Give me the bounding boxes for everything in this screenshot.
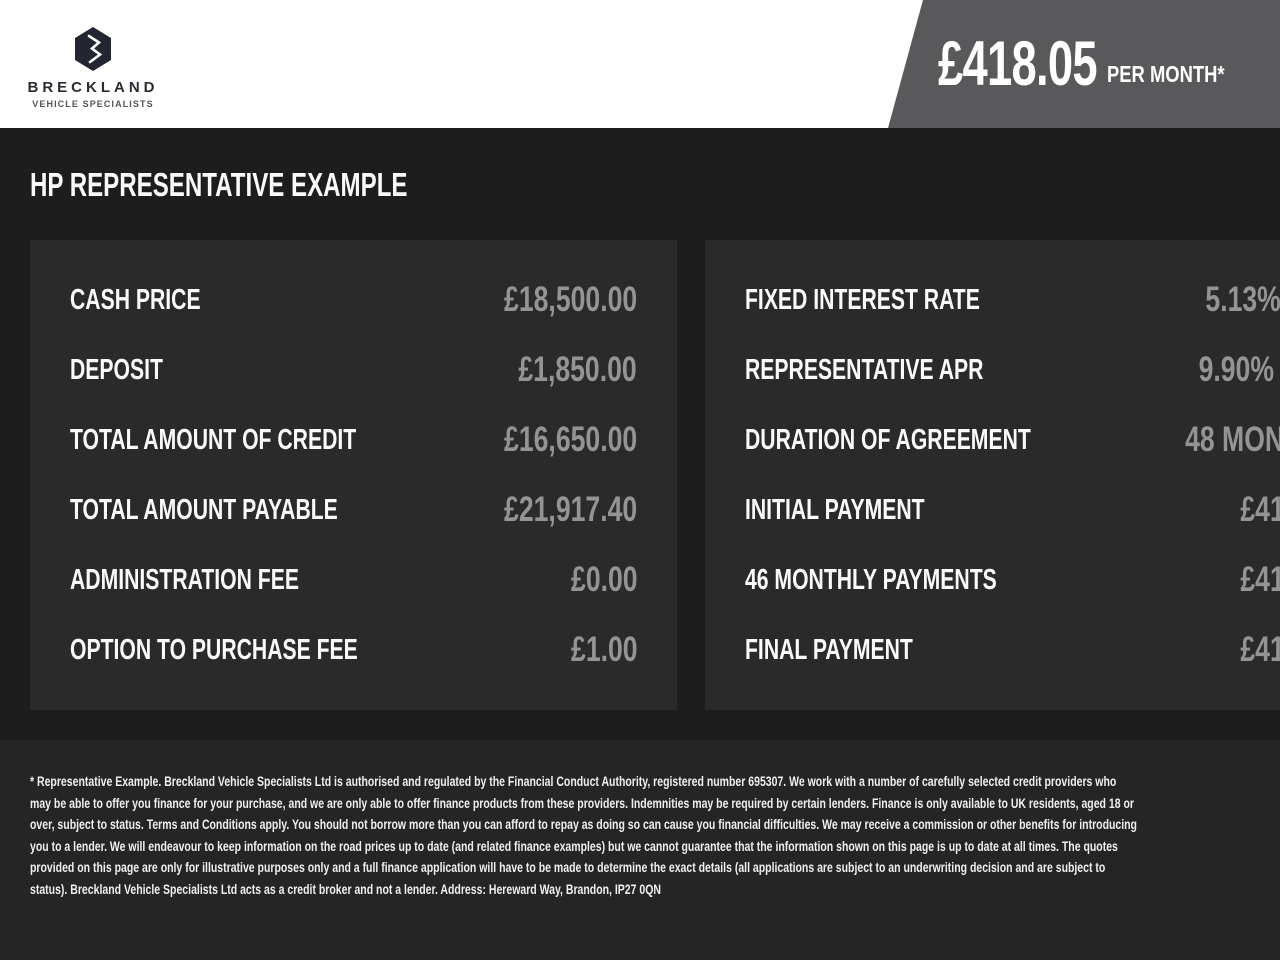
finance-label: DEPOSIT	[70, 353, 163, 386]
finance-label: ADMINISTRATION FEE	[70, 563, 299, 596]
finance-panel-left: CASH PRICE £18,500.00 DEPOSIT £1,850.00 …	[30, 240, 678, 710]
page-title: HP REPRESENTATIVE EXAMPLE	[30, 166, 408, 203]
finance-value: £18,500.00	[504, 280, 638, 319]
price-period-label: PER MONTH*	[1106, 60, 1225, 87]
finance-row-admin-fee: ADMINISTRATION FEE £0.00	[70, 545, 637, 615]
finance-panels: CASH PRICE £18,500.00 DEPOSIT £1,850.00 …	[30, 240, 1280, 710]
finance-row-monthly-payments: 46 MONTHLY PAYMENTS £418.05	[745, 545, 1280, 615]
brand-tagline: VEHICLE SPECIALISTS	[32, 99, 154, 109]
finance-row-initial-payment: INITIAL PAYMENT £418.05	[745, 475, 1280, 545]
finance-label: OPTION TO PURCHASE FEE	[70, 633, 358, 666]
footer: * Representative Example. Breckland Vehi…	[0, 740, 1280, 960]
finance-value: £16,650.00	[504, 420, 638, 459]
finance-value: 9.90% APR	[1199, 350, 1280, 389]
brand-name: BRECKLAND	[27, 79, 159, 96]
monthly-price: £418.05	[938, 29, 1098, 99]
finance-row-duration: DURATION OF AGREEMENT 48 MONTHS	[745, 405, 1280, 475]
finance-value: £418.05	[1240, 490, 1280, 529]
finance-value: 5.13% P.A.	[1205, 280, 1280, 319]
finance-value: £0.00	[570, 560, 638, 599]
finance-label: FINAL PAYMENT	[745, 633, 914, 666]
finance-label: FIXED INTEREST RATE	[745, 283, 981, 316]
legal-disclaimer: * Representative Example. Breckland Vehi…	[30, 773, 1137, 897]
finance-label: DURATION OF AGREEMENT	[745, 423, 1031, 456]
finance-row-option-fee: OPTION TO PURCHASE FEE £1.00	[70, 615, 637, 685]
finance-row-interest-rate: FIXED INTEREST RATE 5.13% P.A.	[745, 265, 1280, 335]
finance-value: £21,917.40	[504, 490, 638, 529]
price-banner: £418.05 PER MONTH*	[888, 0, 1280, 128]
finance-row-deposit: DEPOSIT £1,850.00	[70, 335, 637, 405]
main-content: HP REPRESENTATIVE EXAMPLE CASH PRICE £18…	[0, 128, 1280, 740]
finance-value: £1,850.00	[518, 350, 638, 389]
finance-label: REPRESENTATIVE APR	[745, 353, 984, 386]
finance-row-total-payable: TOTAL AMOUNT PAYABLE £21,917.40	[70, 475, 637, 545]
finance-label: INITIAL PAYMENT	[745, 493, 925, 526]
brand-logo: BRECKLAND VEHICLE SPECIALISTS	[26, 0, 160, 109]
finance-row-total-credit: TOTAL AMOUNT OF CREDIT £16,650.00	[70, 405, 637, 475]
finance-value: 48 MONTHS	[1184, 420, 1280, 459]
finance-value: £419.05	[1240, 630, 1280, 669]
hexagon-b-icon	[75, 27, 111, 71]
finance-row-cash-price: CASH PRICE £18,500.00	[70, 265, 637, 335]
header: BRECKLAND VEHICLE SPECIALISTS £418.05 PE…	[0, 0, 1280, 128]
finance-value: £418.05	[1240, 560, 1280, 599]
finance-panel-right: FIXED INTEREST RATE 5.13% P.A. REPRESENT…	[705, 240, 1280, 710]
finance-label: 46 MONTHLY PAYMENTS	[745, 563, 997, 596]
finance-label: TOTAL AMOUNT PAYABLE	[70, 493, 338, 526]
finance-row-final-payment: FINAL PAYMENT £419.05	[745, 615, 1280, 685]
finance-label: CASH PRICE	[70, 283, 201, 316]
finance-row-apr: REPRESENTATIVE APR 9.90% APR	[745, 335, 1280, 405]
finance-label: TOTAL AMOUNT OF CREDIT	[70, 423, 357, 456]
finance-value: £1.00	[570, 630, 638, 669]
